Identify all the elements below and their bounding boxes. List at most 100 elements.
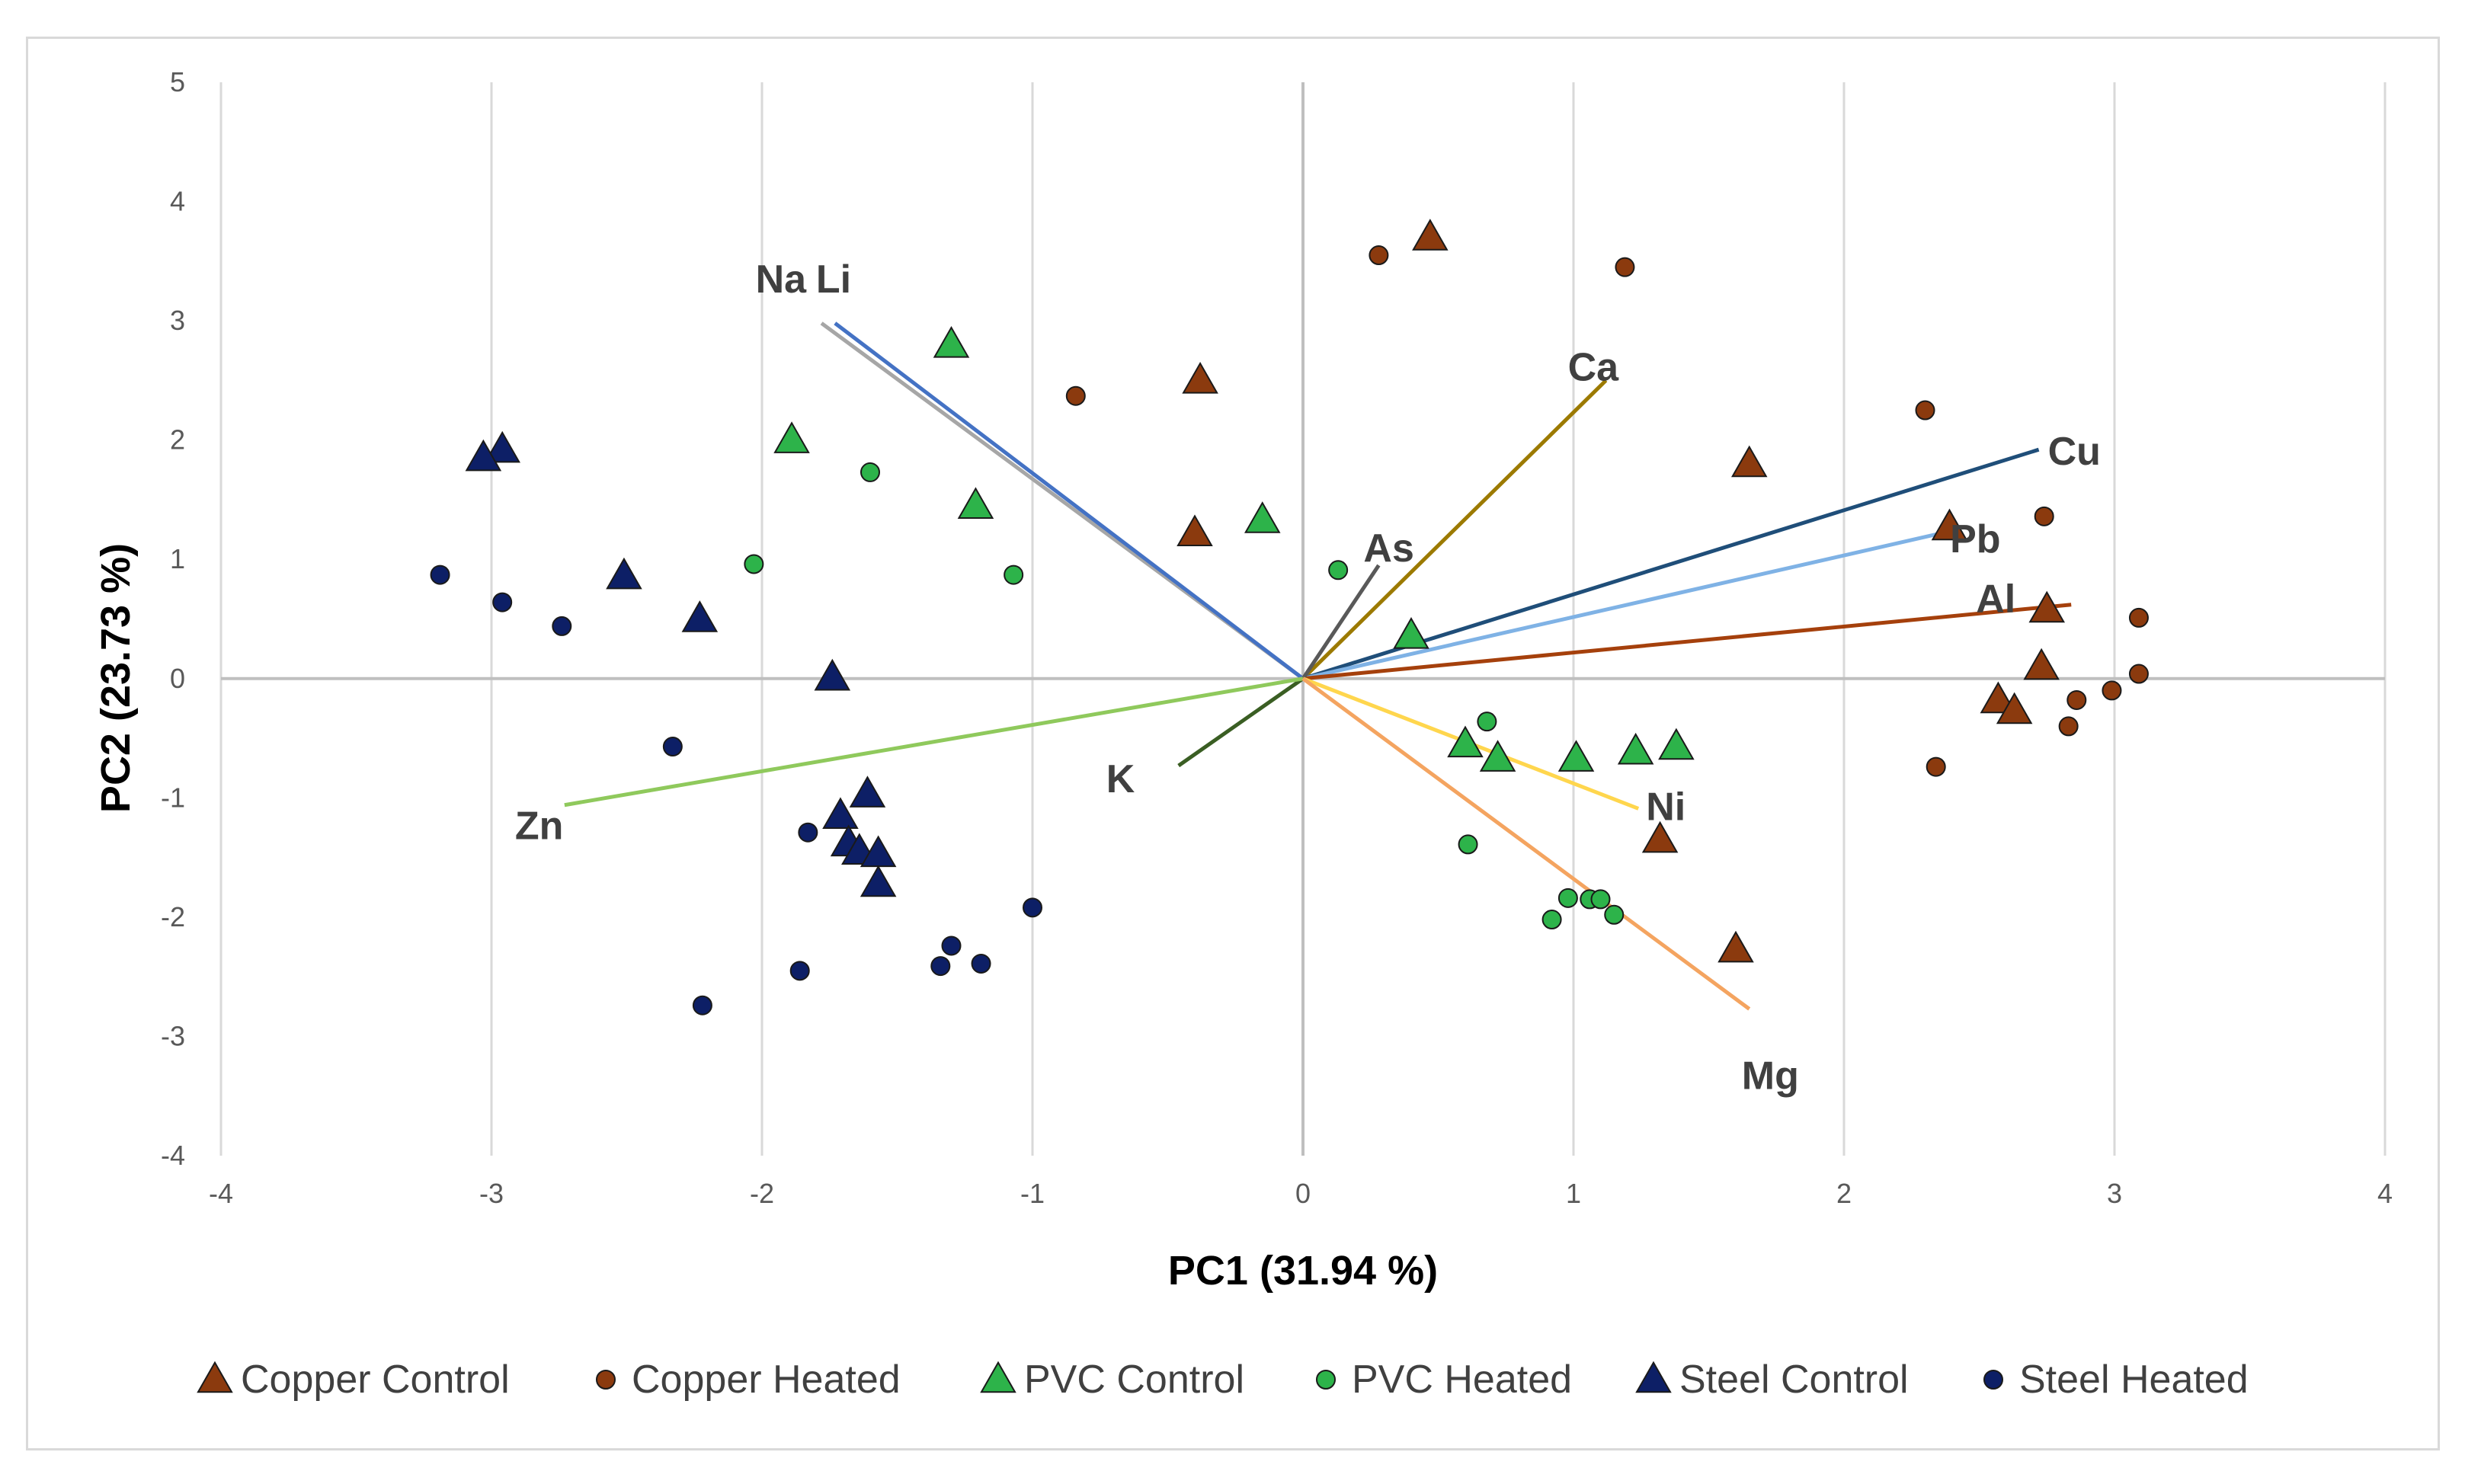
pvc-control-point: [1557, 740, 1595, 772]
copper-control-point: [1931, 508, 1968, 541]
pvc-control-point: [933, 326, 970, 358]
x-tick-label: 4: [2377, 1178, 2393, 1209]
legend-marker-pvc-control: [980, 1361, 1016, 1393]
steel-control-point: [849, 776, 886, 808]
steel-heated-point: [1023, 897, 1042, 918]
pvc-heated-point: [1004, 564, 1024, 585]
x-tick-label: -4: [209, 1178, 233, 1209]
steel-heated-point: [552, 616, 572, 636]
steel-heated-point: [789, 961, 810, 981]
loading-label-cu: Cu: [2048, 430, 2101, 474]
copper-heated-point: [1915, 400, 1935, 421]
loading-vector-mg: [1301, 676, 1751, 1011]
pvc-heated-point: [1590, 889, 1611, 910]
tick-labels: -4 -3 -2 -1 0 1 2 3 4 -4 -3 -2 -1 0 1 2 3 4 5: [161, 66, 2393, 1209]
steel-heated-point: [662, 737, 683, 757]
loading-vector-al: [1302, 603, 2072, 681]
pvc-heated-point: [1557, 888, 1578, 908]
x-tick-label: 3: [2107, 1178, 2122, 1209]
x-tick-label: 2: [1836, 1178, 1852, 1209]
loading-vector-k: [1177, 676, 1305, 768]
steel-heated-point: [798, 822, 818, 843]
copper-heated-point: [1369, 245, 1389, 266]
loading-label-ni: Ni: [1646, 785, 1685, 829]
y-tick-label: 4: [170, 186, 185, 217]
copper-heated-point: [2102, 680, 2122, 701]
pvc-heated-point: [744, 554, 764, 574]
pvc-heated-point: [1458, 834, 1478, 855]
pvc-control-point: [1617, 732, 1654, 765]
copper-control-point: [1717, 930, 1754, 963]
loading-label-zn: Zn: [515, 804, 564, 849]
copper-control-point: [1412, 219, 1449, 251]
pvc-control-point: [1244, 501, 1281, 533]
x-tick-label: -1: [1020, 1178, 1045, 1209]
x-tick-label: 0: [1295, 1178, 1311, 1209]
pvc-heated-point: [1328, 560, 1349, 580]
legend-label-steel-heated: Steel Heated: [2019, 1358, 2249, 1402]
y-tick-label: 2: [170, 424, 185, 456]
legend-marker-pvc-heated: [1316, 1370, 1336, 1390]
loading-label-mg: Mg: [1742, 1054, 1799, 1098]
copper-heated-point: [1615, 257, 1635, 277]
legend-marker-steel-heated: [1983, 1370, 2003, 1390]
steel-heated-point: [930, 956, 951, 977]
loading-label-na: Na: [756, 257, 808, 302]
copper-control-point: [1980, 681, 2017, 714]
steel-heated-point: [492, 592, 513, 612]
y-tick-label: 3: [170, 305, 185, 336]
x-axis-title: PC1 (31.94 %): [1168, 1248, 1438, 1294]
legend-marker-steel-control: [1635, 1361, 1672, 1393]
y-axis-title: PC2 (23.73 %): [93, 543, 139, 813]
x-tick-label: -3: [479, 1178, 504, 1209]
copper-control-point: [2023, 648, 2060, 680]
copper-heated-point: [2058, 716, 2079, 737]
pvc-heated-point: [1604, 904, 1625, 925]
loading-vector-as: [1301, 564, 1381, 680]
copper-control-point: [1176, 514, 1213, 547]
loading-vectors: [564, 321, 2072, 1011]
y-tick-label: -2: [161, 901, 185, 932]
copper-heated-point: [2034, 506, 2054, 526]
legend-label-copper-heated: Copper Heated: [632, 1358, 901, 1402]
legend-label-copper-control: Copper Control: [241, 1358, 510, 1402]
steel-heated-point: [430, 564, 450, 585]
loading-label-al: Al: [1976, 577, 2015, 622]
pvc-control-point: [1658, 728, 1695, 760]
loading-label-as: As: [1363, 526, 1413, 571]
y-tick-label: 1: [170, 543, 185, 574]
copper-heated-point: [1926, 756, 1946, 777]
steel-control-point: [681, 600, 719, 632]
copper-control-point: [1730, 445, 1768, 478]
steel-control-point: [606, 557, 642, 590]
loading-label-li: Li: [816, 257, 851, 302]
copper-heated-point: [2128, 664, 2149, 684]
legend-label-pvc-heated: PVC Heated: [1352, 1358, 1572, 1402]
copper-heated-point: [2128, 607, 2149, 628]
x-tick-label: -2: [750, 1178, 774, 1209]
copper-control-point: [1182, 361, 1218, 394]
loading-vector-ca: [1301, 379, 1608, 680]
legend-marker-copper-control: [197, 1361, 233, 1393]
steel-control-point: [814, 658, 851, 691]
steel-heated-point: [941, 935, 962, 956]
loading-labels: Na Li Ca Cu Pb Al As K Zn Ni Mg: [515, 257, 2101, 1098]
loading-vector-li: [834, 321, 1305, 680]
y-tick-label: 5: [170, 66, 185, 98]
steel-control-point: [822, 797, 859, 830]
loading-label-ca: Ca: [1568, 345, 1620, 389]
steel-control-point: [484, 430, 520, 463]
copper-control-point: [1641, 820, 1679, 853]
copper-heated-point: [2066, 689, 2087, 710]
legend-label-steel-control: Steel Control: [1679, 1358, 1909, 1402]
chart-frame: [26, 37, 2440, 1450]
pvc-control-point: [1479, 740, 1516, 772]
loading-label-k: K: [1106, 757, 1135, 801]
copper-heated-point: [1065, 385, 1086, 406]
loading-vector-pb: [1302, 527, 1958, 681]
loading-vector-zn: [564, 676, 1304, 808]
steel-control-point: [465, 439, 502, 472]
steel-heated-point: [692, 995, 712, 1015]
y-tick-label: -4: [161, 1140, 185, 1171]
